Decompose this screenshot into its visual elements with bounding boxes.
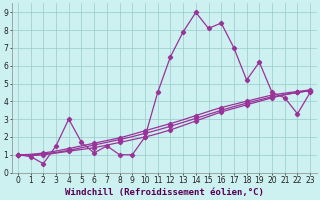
X-axis label: Windchill (Refroidissement éolien,°C): Windchill (Refroidissement éolien,°C) — [65, 188, 263, 197]
